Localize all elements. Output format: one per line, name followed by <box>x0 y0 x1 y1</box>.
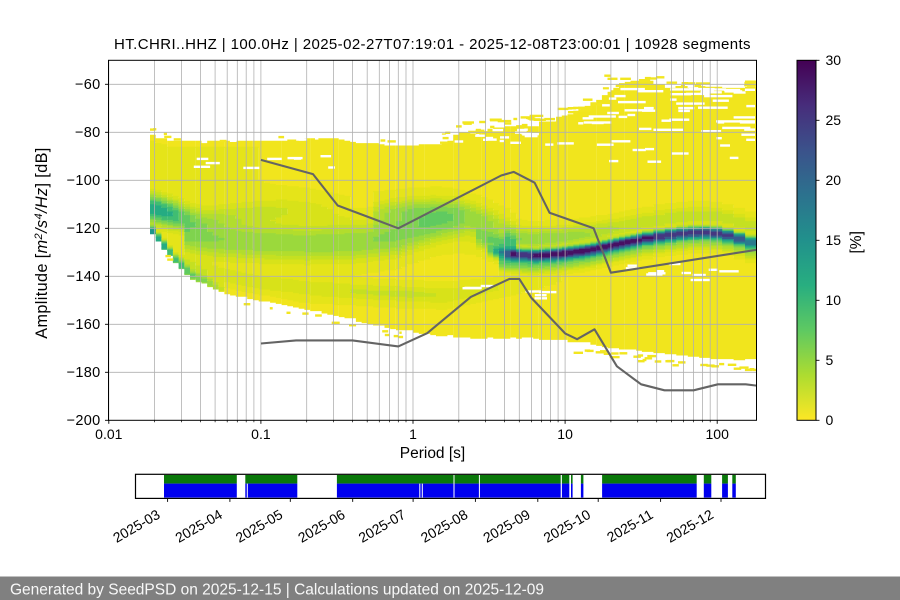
svg-text:−60: −60 <box>75 77 101 93</box>
svg-text:10: 10 <box>826 292 842 308</box>
svg-text:0.1: 0.1 <box>251 426 271 442</box>
svg-text:−140: −140 <box>67 269 101 285</box>
svg-text:25: 25 <box>826 112 842 128</box>
svg-text:1: 1 <box>409 426 417 442</box>
svg-text:30: 30 <box>826 52 842 68</box>
svg-text:15: 15 <box>826 232 842 248</box>
svg-text:Generated by SeedPSD on 2025-1: Generated by SeedPSD on 2025-12-15 | Cal… <box>10 582 544 599</box>
svg-text:10: 10 <box>557 426 573 442</box>
svg-text:−120: −120 <box>67 221 101 237</box>
svg-text:100: 100 <box>706 426 730 442</box>
svg-text:5: 5 <box>826 352 834 368</box>
svg-text:20: 20 <box>826 172 842 188</box>
svg-text:−180: −180 <box>67 365 101 381</box>
svg-text:−160: −160 <box>67 317 101 333</box>
svg-text:−100: −100 <box>67 173 101 189</box>
svg-text:HT.CHRI..HHZ | 100.0Hz | 2025-: HT.CHRI..HHZ | 100.0Hz | 2025-02-27T07:1… <box>114 36 751 53</box>
svg-text:Amplitude [m2/s4/Hz] [dB]: Amplitude [m2/s4/Hz] [dB] <box>33 147 51 338</box>
svg-text:[%]: [%] <box>848 231 865 253</box>
svg-text:0.01: 0.01 <box>95 426 122 442</box>
svg-text:−200: −200 <box>67 413 101 429</box>
svg-text:Period [s]: Period [s] <box>400 445 465 462</box>
svg-text:0: 0 <box>826 412 834 428</box>
svg-text:−80: −80 <box>75 125 101 141</box>
